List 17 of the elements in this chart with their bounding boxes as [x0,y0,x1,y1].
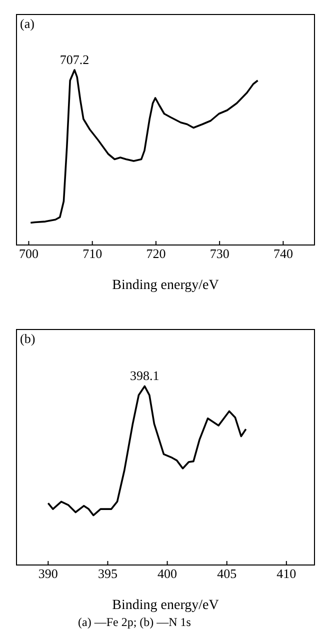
x-tick-label: 740 [273,246,293,262]
x-tick-label: 410 [276,566,296,582]
x-tick-label: 405 [217,566,237,582]
chart-title: (a) [20,16,34,32]
x-tick-label: 730 [210,246,230,262]
x-tick-label: 390 [38,566,58,582]
x-tick-label: 395 [98,566,118,582]
chart-title: (b) [20,331,36,347]
x-tick-label: 700 [18,246,38,262]
text: (a) —Fe 2p; (b) —N 1s [77,615,192,629]
x-tick-label: 710 [82,246,102,262]
x-tick-label: 720 [146,246,166,262]
x-tick-label: 400 [158,566,178,582]
annotation: 398.1 [130,368,160,384]
x-axis-title: Binding energy/eV [112,598,219,613]
annotation: 707.2 [60,52,90,67]
x-axis-title: Binding energy/eV [112,278,219,293]
